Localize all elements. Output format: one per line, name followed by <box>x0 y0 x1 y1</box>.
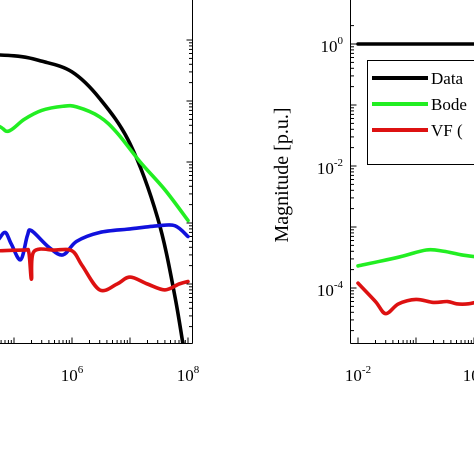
left-x-tick-exp: 8 <box>194 364 200 376</box>
left-series-line-4 <box>0 247 190 293</box>
left-series-line-3 <box>0 223 190 262</box>
right-y-axis-label: Magnitude [p.u.] <box>271 108 293 243</box>
right-x-tick-label: 100 <box>463 364 474 385</box>
right-y-tick-label: 10-4 <box>317 279 344 300</box>
right-panel: 100 10-2 10-4 10-2 100 Magnitude [p.u.] … <box>271 0 474 385</box>
right-y-tick-base: 10 <box>321 37 338 56</box>
right-y-tick-label: 100 <box>321 35 344 56</box>
right-y-tick-label: 10-2 <box>317 157 343 178</box>
left-panel: 106 108 <box>0 0 200 385</box>
left-series-line-1 <box>0 53 185 344</box>
legend-label-vf: VF ( <box>431 121 463 140</box>
right-series-line-vf <box>356 281 474 316</box>
left-axis-ticks <box>0 39 193 344</box>
right-y-tick-exp: 0 <box>338 35 344 47</box>
right-x-tick-exp: -2 <box>362 364 371 376</box>
right-x-tick-label: 10-2 <box>345 364 371 385</box>
left-x-tick-label: 108 <box>177 364 200 385</box>
left-series-group <box>0 53 190 344</box>
right-series-group <box>356 42 474 316</box>
right-y-tick-base: 10 <box>317 159 334 178</box>
right-axis-ticks <box>350 25 474 344</box>
legend: Data Bode VF ( <box>367 60 474 165</box>
right-y-tick-exp: -4 <box>334 279 344 291</box>
legend-label-bode: Bode <box>431 95 467 114</box>
right-y-tick-base: 10 <box>317 281 334 300</box>
left-x-tick-label: 106 <box>61 364 84 385</box>
right-y-tick-exp: -2 <box>334 157 343 169</box>
left-series-line-2 <box>0 103 190 223</box>
left-x-tick-base: 10 <box>177 366 194 385</box>
legend-label-data: Data <box>431 69 464 88</box>
right-series-line-bode <box>356 247 474 268</box>
right-x-tick-base: 10 <box>345 366 362 385</box>
right-x-tick-base: 10 <box>463 366 474 385</box>
left-x-tick-exp: 6 <box>78 364 84 376</box>
left-x-tick-base: 10 <box>61 366 78 385</box>
